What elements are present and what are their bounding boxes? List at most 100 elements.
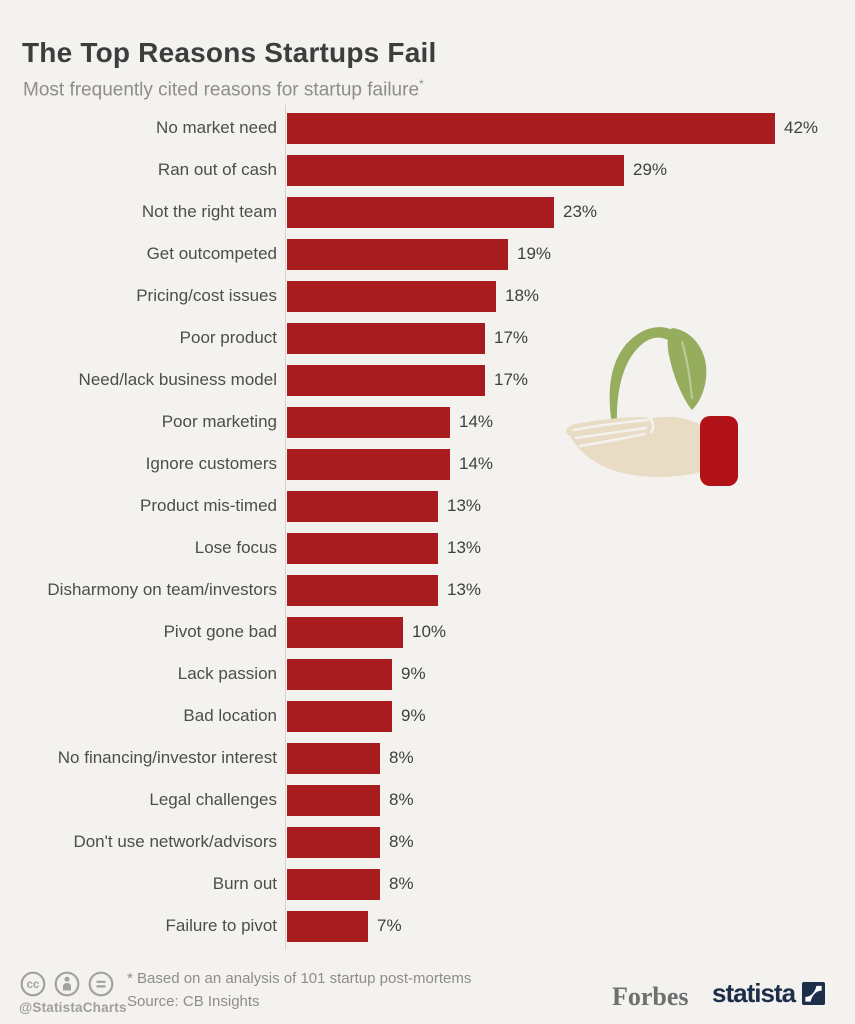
category-label: Ran out of cash [157, 160, 277, 179]
chart-row: Failure to pivot 7% [0, 905, 855, 947]
category-label: No financing/investor interest [57, 748, 277, 767]
bar [287, 574, 438, 606]
bar-track: 17% [285, 359, 855, 401]
chart-row: Lack passion 9% [0, 653, 855, 695]
chart-row: Pivot gone bad 10% [0, 611, 855, 653]
bar [287, 826, 380, 858]
category-label: Legal challenges [149, 790, 277, 809]
category-label: Lack passion [177, 664, 277, 683]
bar-track: 8% [285, 821, 855, 863]
value-label: 8% [389, 874, 414, 893]
chart-row: Ran out of cash 29% [0, 149, 855, 191]
category-label: Bad location [183, 706, 277, 725]
chart-row: Product mis-timed 13% [0, 485, 855, 527]
footnote: * Based on an analysis of 101 startup po… [127, 970, 472, 987]
bar [287, 322, 485, 354]
statista-square-icon [802, 981, 826, 1005]
category-label: Ignore customers [145, 454, 277, 473]
bar-track: 9% [285, 695, 855, 737]
bar-track: 42% [285, 107, 855, 149]
value-label: 7% [377, 916, 402, 935]
category-label: Need/lack business model [78, 370, 277, 389]
bar-track: 13% [285, 527, 855, 569]
bar [287, 742, 380, 774]
chart-row: No market need 42% [0, 107, 855, 149]
category-label: Get outcompeted [146, 244, 277, 263]
category-label: Pivot gone bad [163, 622, 277, 641]
category-label: Don't use network/advisors [73, 832, 277, 851]
value-label: 19% [517, 244, 552, 263]
value-label: 14% [459, 412, 494, 431]
cc-icon [20, 971, 46, 997]
bar-track: 8% [285, 863, 855, 905]
category-label: Pricing/cost issues [136, 286, 277, 305]
bar-track: 8% [285, 737, 855, 779]
value-label: 13% [447, 538, 482, 557]
statista-wordmark: statista [712, 978, 796, 1008]
sleeve-shape [700, 416, 738, 486]
sprout-icon [609, 327, 707, 424]
chart-row: Ignore customers 14% [0, 443, 855, 485]
bar-track: 13% [285, 485, 855, 527]
bar-track: 9% [285, 653, 855, 695]
chart-row: Poor marketing 14% [0, 401, 855, 443]
value-label: 14% [459, 454, 494, 473]
category-label: No market need [156, 118, 277, 137]
hand-icon [565, 416, 738, 486]
footnote-marker: * [419, 77, 424, 91]
bar [287, 784, 380, 816]
chart-row: Disharmony on team/investors 13% [0, 569, 855, 611]
forbes-logo: Forbes [612, 982, 689, 1011]
bar [287, 532, 438, 564]
statista-handle: @StatistaCharts [19, 1000, 127, 1015]
value-label: 17% [494, 328, 529, 347]
y-axis-line [285, 105, 286, 950]
chart-row: Need/lack business model 17% [0, 359, 855, 401]
bar-track: 10% [285, 611, 855, 653]
chart-row: Don't use network/advisors 8% [0, 821, 855, 863]
bar [287, 406, 450, 438]
attribution-icon [54, 971, 80, 997]
bar-track: 13% [285, 569, 855, 611]
bar-track: 29% [285, 149, 855, 191]
bar [287, 112, 775, 144]
value-label: 42% [784, 118, 819, 137]
bar-chart: No market need 42% Ran out of cash 29% Not t… [0, 105, 855, 950]
chart-row: Not the right team 23% [0, 191, 855, 233]
bar [287, 238, 508, 270]
equals-icon [88, 971, 114, 997]
bar [287, 616, 403, 648]
bar [287, 700, 392, 732]
category-label: Poor product [179, 328, 277, 347]
chart-row: Legal challenges 8% [0, 779, 855, 821]
chart-row: No financing/investor interest 8% [0, 737, 855, 779]
value-label: 10% [412, 622, 447, 641]
value-label: 13% [447, 496, 482, 515]
category-label: Disharmony on team/investors [47, 580, 277, 599]
svg-text:cc: cc [27, 979, 40, 991]
value-label: 8% [389, 790, 414, 809]
category-label: Burn out [212, 874, 277, 893]
bar-track: 14% [285, 443, 855, 485]
bar-track: 19% [285, 233, 855, 275]
bar [287, 490, 438, 522]
category-label: Poor marketing [161, 412, 277, 431]
category-label: Not the right team [141, 202, 277, 221]
bar [287, 364, 485, 396]
value-label: 8% [389, 832, 414, 851]
value-label: 17% [494, 370, 529, 389]
value-label: 29% [633, 160, 668, 179]
bar [287, 196, 554, 228]
bar-track: 17% [285, 317, 855, 359]
chart-row: Lose focus 13% [0, 527, 855, 569]
bar [287, 868, 380, 900]
cc-license-icons: cc [20, 971, 114, 997]
bar [287, 154, 624, 186]
bar-track: 23% [285, 191, 855, 233]
chart-row: Get outcompeted 19% [0, 233, 855, 275]
bar-track: 7% [285, 905, 855, 947]
value-label: 13% [447, 580, 482, 599]
category-label: Lose focus [194, 538, 277, 557]
statista-logo: statista [712, 978, 826, 1008]
